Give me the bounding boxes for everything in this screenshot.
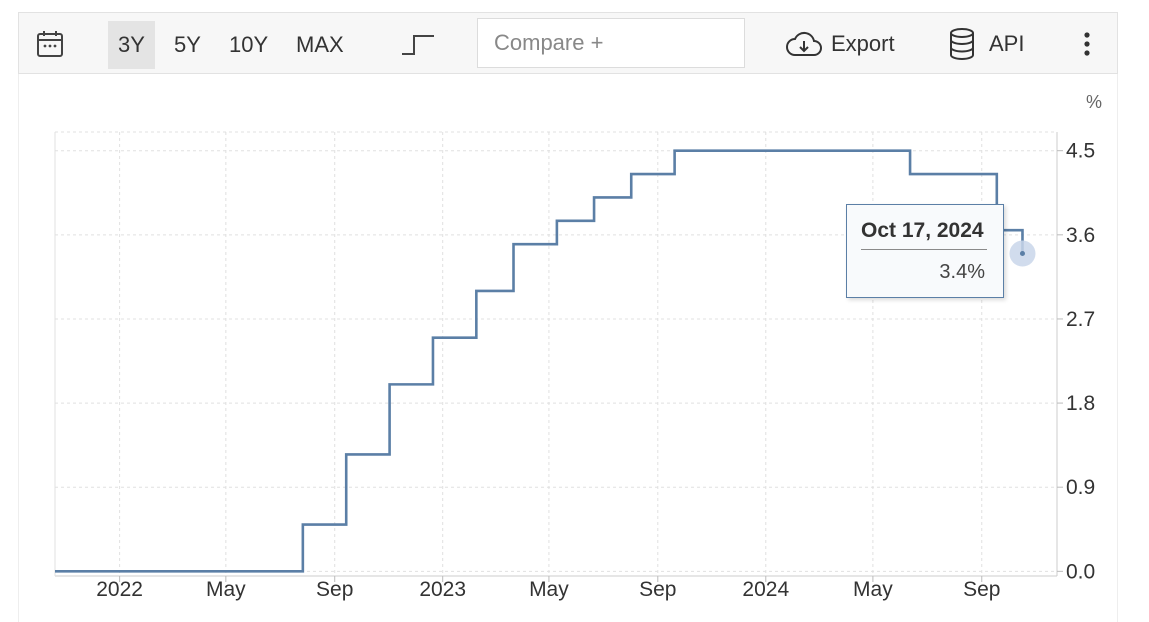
y-tick-label: 0.0 — [1066, 560, 1095, 583]
plot-border — [54, 131, 1058, 577]
api-button[interactable]: API — [949, 25, 1024, 63]
x-tick-label: May — [529, 578, 569, 601]
data-point-last — [1019, 251, 1025, 257]
database-icon — [950, 28, 974, 60]
chart-type-button[interactable] — [399, 29, 437, 59]
compare-input[interactable]: Compare + — [477, 18, 745, 68]
chart-frame — [18, 74, 1118, 622]
more-vertical-icon — [1084, 32, 1090, 56]
x-tick-label: Sep — [316, 578, 353, 601]
step-line-icon — [402, 35, 434, 55]
x-tick-label: Sep — [963, 578, 1000, 601]
more-options-button[interactable] — [1077, 29, 1097, 59]
export-button[interactable]: Export — [785, 25, 895, 63]
y-axis-ticks: 0.0 0.9 1.8 2.7 3.6 4.5 — [1057, 140, 1095, 583]
y-unit-label: % — [1086, 92, 1102, 112]
y-tick-label: 0.9 — [1066, 476, 1095, 499]
x-tick-label: 2024 — [742, 578, 789, 601]
x-tick-label: Sep — [639, 578, 676, 601]
range-3y-button[interactable]: 3Y — [108, 21, 155, 69]
y-tick-label: 1.8 — [1066, 392, 1095, 415]
calendar-button[interactable] — [33, 27, 67, 61]
x-tick-label: 2023 — [419, 578, 466, 601]
calendar-icon — [37, 31, 63, 57]
chart-toolbar: 3Y 5Y 10Y MAX Compare + Export API — [18, 12, 1118, 74]
cloud-download-icon — [786, 31, 822, 56]
series-group — [55, 149, 1036, 573]
range-max-button[interactable]: MAX — [296, 32, 344, 57]
series-line — [55, 149, 1024, 573]
y-tick-label: 2.7 — [1066, 308, 1095, 331]
x-axis-ticks: 2022 May Sep 2023 May Sep 2024 May Sep — [96, 576, 1000, 601]
range-10y-button[interactable]: 10Y — [229, 32, 269, 57]
tooltip-divider — [861, 249, 987, 250]
y-tick-label: 3.6 — [1066, 224, 1095, 247]
grid-lines — [55, 132, 1057, 576]
range-5y-button[interactable]: 5Y — [174, 32, 201, 57]
x-tick-label: May — [206, 578, 246, 601]
tooltip-value: 3.4% — [939, 261, 985, 283]
data-tooltip: Oct 17, 2024 3.4% — [846, 204, 1004, 298]
tooltip-date: Oct 17, 2024 — [861, 219, 984, 242]
x-tick-label: 2022 — [96, 578, 143, 601]
y-tick-label: 4.5 — [1066, 140, 1095, 163]
api-label: API — [989, 31, 1025, 56]
export-label: Export — [831, 31, 895, 56]
x-tick-label: May — [853, 578, 893, 601]
